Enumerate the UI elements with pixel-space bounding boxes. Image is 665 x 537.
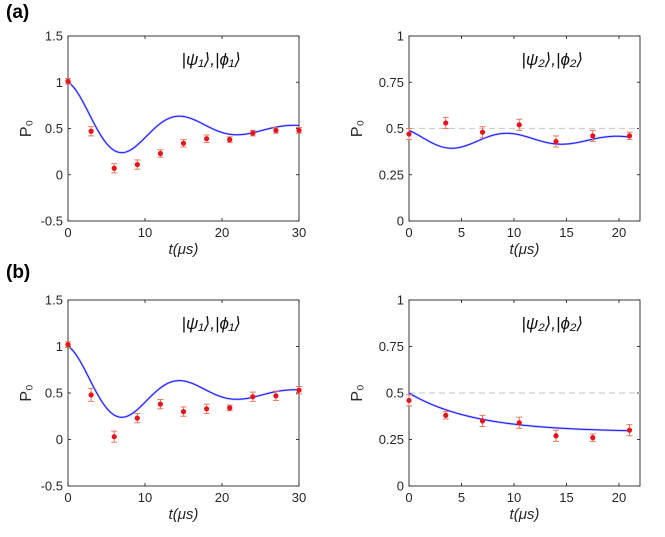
- data-point: [296, 127, 302, 133]
- data-point: [250, 130, 256, 136]
- y-tick-label: 0.5: [45, 386, 63, 401]
- theory-curve-shadow: [408, 129, 630, 150]
- x-tick-label: 20: [612, 490, 626, 505]
- y-axis-label: P₀: [349, 120, 366, 137]
- x-axis-label: t(μs): [510, 506, 540, 523]
- x-tick-label: 0: [64, 225, 71, 240]
- chart-4: 0 5 10 15 20 0 0.25 0.5 0.75 1 |ψ₂⟩,|ϕ₂⟩ t(μs) P₀: [349, 293, 641, 523]
- data-point: [296, 387, 302, 393]
- data-point: [590, 133, 596, 139]
- data-point: [443, 120, 449, 126]
- x-tick-label: 5: [458, 490, 465, 505]
- plot-title: |ψ₂⟩,|ϕ₂⟩: [521, 314, 583, 333]
- data-point: [590, 435, 596, 441]
- data-point: [180, 409, 187, 415]
- data-point: [626, 133, 633, 139]
- data-point: [65, 78, 71, 84]
- x-tick-label: 30: [292, 225, 306, 240]
- data-point: [227, 137, 233, 143]
- y-tick-label: 1: [397, 293, 404, 308]
- x-tick-label: 0: [405, 225, 412, 240]
- x-axis-label: t(μs): [169, 241, 199, 258]
- data-point: [406, 397, 412, 404]
- y-tick-label: -0.5: [41, 479, 63, 494]
- y-tick-label: 0.25: [379, 167, 404, 182]
- data-point: [88, 128, 94, 134]
- data-point: [111, 165, 117, 171]
- x-axis-label: t(μs): [169, 506, 199, 523]
- chart-1: 0 10 20 30-0.500.511.5|ψ₁⟩,|ϕ₁⟩t(μs)P₀: [18, 29, 306, 259]
- theory-curve: [67, 346, 300, 418]
- y-tick-label: 0: [56, 167, 63, 182]
- y-tick-label: 0: [397, 479, 404, 494]
- data-point: [204, 406, 210, 412]
- x-axis-label: t(μs): [510, 241, 540, 258]
- chart-2: 0 5 10 15 20 0 0.25 0.5 0.75 1 |ψ₂⟩,|ϕ₂⟩ t(μs) P₀: [349, 29, 641, 258]
- x-tick-label: 20: [612, 225, 626, 240]
- y-tick-label: 1: [56, 339, 63, 354]
- plot-title: |ψ₂⟩,|ϕ₂⟩: [521, 50, 583, 69]
- y-tick-label: 0.5: [386, 386, 404, 401]
- y-tick-label: 1: [397, 29, 404, 44]
- data-point: [111, 434, 117, 440]
- data-point: [479, 418, 486, 424]
- data-point: [626, 427, 633, 433]
- data-point: [250, 394, 256, 400]
- y-tick-label: 0.25: [379, 432, 404, 447]
- data-point: [157, 150, 163, 157]
- data-point: [443, 412, 449, 418]
- x-tick-label: 20: [215, 490, 229, 505]
- data-point: [65, 342, 71, 348]
- x-tick-label: 30: [292, 490, 306, 505]
- y-tick-label: 0.5: [386, 121, 404, 136]
- data-point: [406, 131, 412, 137]
- panel-label-b: (b): [6, 262, 31, 283]
- plot-title: |ψ₁⟩,|ϕ₁⟩: [182, 50, 241, 69]
- x-tick-label: 15: [559, 225, 573, 240]
- data-point: [134, 161, 140, 168]
- y-tick-label: 0.75: [379, 339, 404, 354]
- data-point: [180, 140, 187, 146]
- theory-curve: [67, 81, 300, 154]
- plot-title: |ψ₁⟩,|ϕ₁⟩: [182, 314, 241, 333]
- x-tick-label: 10: [507, 490, 521, 505]
- y-tick-label: 0: [397, 214, 404, 229]
- x-tick-label: 10: [507, 225, 521, 240]
- data-point: [88, 392, 94, 398]
- x-tick-label: 10: [138, 490, 152, 505]
- x-tick-label: 0: [405, 490, 412, 505]
- y-tick-label: 1.5: [45, 293, 63, 308]
- panel-label-a: (a): [6, 2, 30, 23]
- y-axis-label: P₀: [18, 384, 35, 401]
- x-tick-label: 20: [215, 225, 229, 240]
- y-axis-label: P₀: [18, 120, 35, 137]
- y-tick-label: 0.5: [45, 121, 63, 136]
- x-tick-label: 10: [138, 225, 152, 240]
- y-axis-label: P₀: [349, 384, 366, 401]
- data-point: [479, 129, 486, 135]
- y-tick-label: 0: [56, 432, 63, 447]
- data-point: [516, 122, 522, 128]
- data-point: [273, 393, 279, 399]
- x-tick-label: 5: [458, 225, 465, 240]
- data-point: [134, 415, 140, 421]
- data-point: [273, 127, 279, 133]
- y-tick-label: 1: [56, 75, 63, 90]
- data-point: [553, 433, 559, 439]
- data-point: [204, 136, 210, 142]
- x-tick-label: 0: [64, 490, 71, 505]
- chart-3: 0 10 20 30-0.500.511.5|ψ₁⟩,|ϕ₁⟩t(μs)P₀: [18, 293, 306, 524]
- data-point: [516, 420, 522, 426]
- data-point: [553, 138, 559, 145]
- y-tick-label: -0.5: [41, 214, 63, 229]
- x-tick-label: 15: [559, 490, 573, 505]
- y-tick-label: 1.5: [45, 29, 63, 44]
- y-tick-label: 0.75: [379, 75, 404, 90]
- data-point: [227, 405, 233, 411]
- data-point: [157, 401, 163, 407]
